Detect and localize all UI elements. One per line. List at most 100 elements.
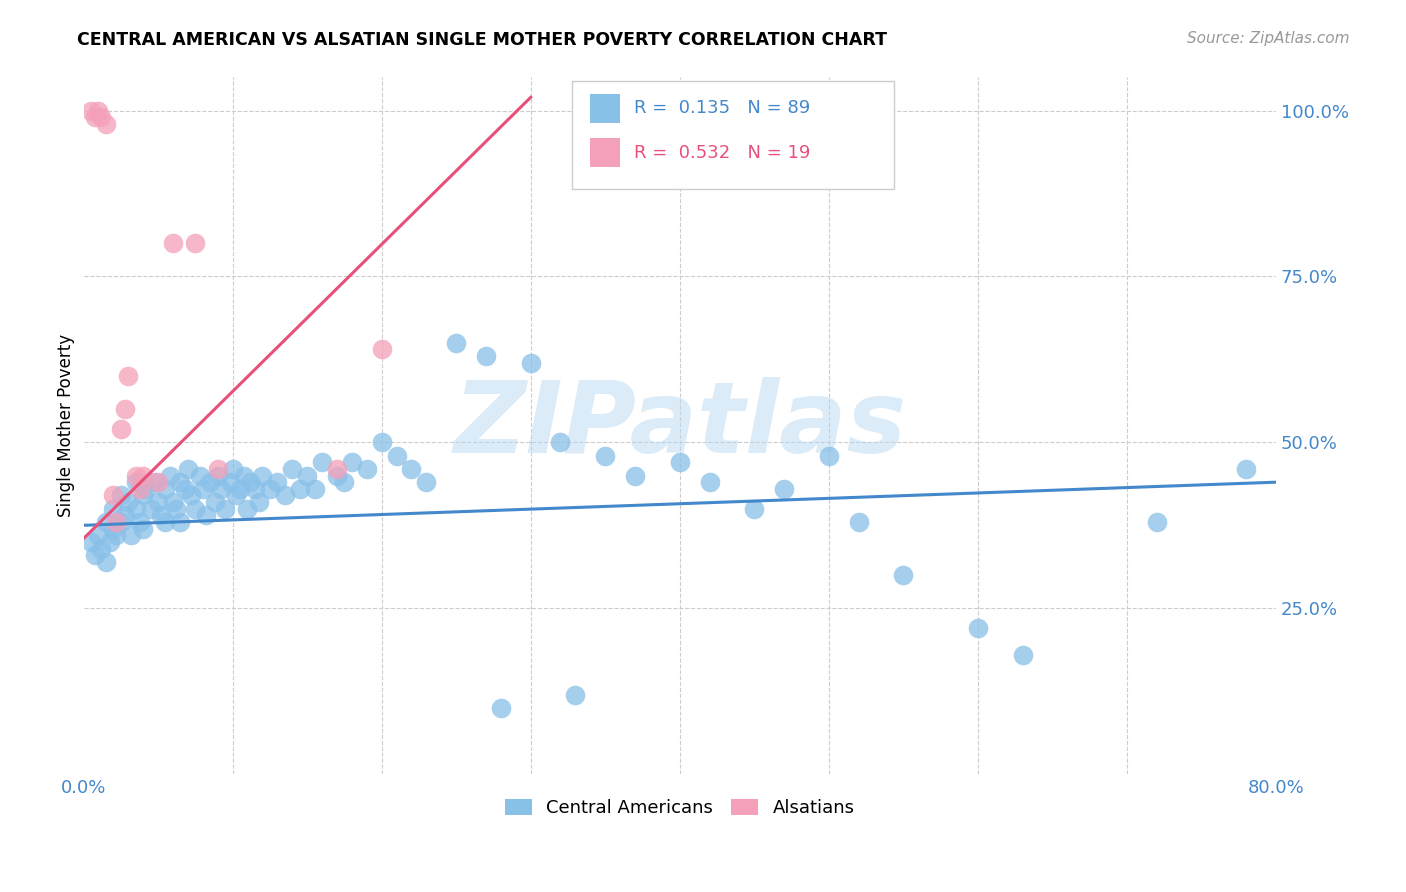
Point xyxy=(173,482,195,496)
Point xyxy=(125,468,148,483)
Point xyxy=(204,495,226,509)
Point xyxy=(94,515,117,529)
Point xyxy=(188,468,211,483)
Point xyxy=(311,455,333,469)
Point xyxy=(1234,462,1257,476)
Point xyxy=(415,475,437,490)
Point xyxy=(84,548,107,562)
Point xyxy=(87,528,110,542)
Point xyxy=(129,515,152,529)
Point xyxy=(668,455,690,469)
Point xyxy=(444,335,467,350)
Point xyxy=(94,117,117,131)
FancyBboxPatch shape xyxy=(591,94,620,123)
Point xyxy=(162,236,184,251)
Point xyxy=(180,488,202,502)
Point xyxy=(103,522,125,536)
Point xyxy=(207,462,229,476)
Point xyxy=(221,462,243,476)
Point xyxy=(103,501,125,516)
Point xyxy=(295,468,318,483)
Point xyxy=(184,501,207,516)
Point xyxy=(966,621,988,635)
Point xyxy=(191,482,214,496)
Point xyxy=(169,475,191,490)
Point xyxy=(135,482,157,496)
Point xyxy=(340,455,363,469)
Text: R =  0.532   N = 19: R = 0.532 N = 19 xyxy=(634,144,811,161)
Point xyxy=(169,515,191,529)
Text: ZIPatlas: ZIPatlas xyxy=(453,377,907,475)
Point xyxy=(252,468,274,483)
Point xyxy=(120,528,142,542)
Point xyxy=(162,495,184,509)
Point xyxy=(401,462,423,476)
Point xyxy=(218,475,240,490)
FancyBboxPatch shape xyxy=(591,138,620,167)
Point xyxy=(177,462,200,476)
Point xyxy=(209,482,232,496)
Point xyxy=(247,495,270,509)
Point xyxy=(125,475,148,490)
Point xyxy=(117,369,139,384)
Point xyxy=(326,462,349,476)
Point xyxy=(132,488,155,502)
Point xyxy=(229,482,252,496)
Point xyxy=(184,236,207,251)
Text: R =  0.135   N = 89: R = 0.135 N = 89 xyxy=(634,99,811,117)
Point xyxy=(519,356,541,370)
Point xyxy=(155,482,177,496)
Point xyxy=(699,475,721,490)
Point xyxy=(90,541,112,556)
Point xyxy=(129,482,152,496)
Point xyxy=(114,402,136,417)
Point xyxy=(259,482,281,496)
Point xyxy=(233,468,256,483)
Point xyxy=(80,535,103,549)
Point xyxy=(146,475,169,490)
Text: Source: ZipAtlas.com: Source: ZipAtlas.com xyxy=(1187,31,1350,46)
Point xyxy=(90,110,112,124)
Y-axis label: Single Mother Poverty: Single Mother Poverty xyxy=(58,334,75,517)
Point xyxy=(214,501,236,516)
Point xyxy=(1146,515,1168,529)
Point xyxy=(281,462,304,476)
Point xyxy=(207,468,229,483)
Text: CENTRAL AMERICAN VS ALSATIAN SINGLE MOTHER POVERTY CORRELATION CHART: CENTRAL AMERICAN VS ALSATIAN SINGLE MOTH… xyxy=(77,31,887,49)
Point xyxy=(370,435,392,450)
Point xyxy=(550,435,572,450)
Point xyxy=(489,700,512,714)
Point xyxy=(194,508,217,523)
Point xyxy=(132,522,155,536)
Point xyxy=(817,449,839,463)
Point xyxy=(848,515,870,529)
Point xyxy=(155,515,177,529)
Point xyxy=(742,501,765,516)
Point xyxy=(304,482,326,496)
Point xyxy=(200,475,222,490)
Point xyxy=(87,103,110,118)
Point xyxy=(165,501,187,516)
Point xyxy=(333,475,356,490)
Point xyxy=(1011,648,1033,662)
Point xyxy=(326,468,349,483)
Point xyxy=(84,110,107,124)
Point xyxy=(110,422,132,436)
Point xyxy=(266,475,288,490)
Point xyxy=(274,488,297,502)
Point xyxy=(150,508,173,523)
Point xyxy=(370,343,392,357)
Point xyxy=(94,555,117,569)
Point xyxy=(125,501,148,516)
Point xyxy=(117,495,139,509)
Point xyxy=(98,535,121,549)
Point xyxy=(110,515,132,529)
Point xyxy=(475,349,498,363)
Point xyxy=(132,468,155,483)
Point xyxy=(593,449,616,463)
Legend: Central Americans, Alsatians: Central Americans, Alsatians xyxy=(498,791,862,824)
Point xyxy=(356,462,378,476)
Point xyxy=(225,488,247,502)
Point xyxy=(239,475,262,490)
Point xyxy=(103,488,125,502)
